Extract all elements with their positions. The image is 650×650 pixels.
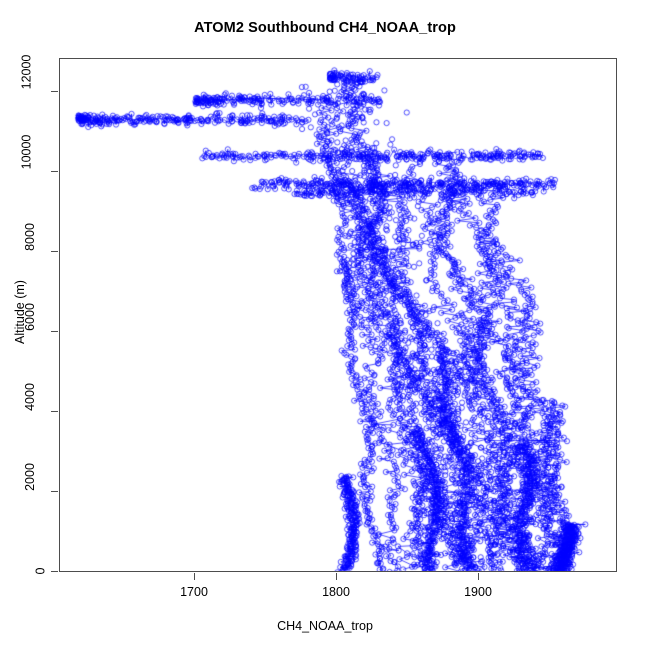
y-tick-5 (51, 171, 58, 172)
x-tick-2 (478, 573, 479, 580)
y-tick-label-2: 4000 (23, 383, 38, 411)
x-tick-label-0: 1700 (180, 585, 208, 599)
x-tick-label-1: 1800 (322, 585, 350, 599)
y-tick-1 (51, 491, 58, 492)
y-axis-label: Altitude (m) (13, 280, 27, 344)
y-tick-6 (51, 91, 58, 92)
y-tick-label-5: 10000 (19, 134, 34, 170)
y-tick-2 (51, 411, 58, 412)
x-tick-0 (194, 573, 195, 580)
plot-area (59, 58, 617, 572)
x-axis-label: CH4_NOAA_trop (277, 619, 373, 633)
y-tick-label-4: 8000 (23, 223, 38, 251)
y-tick-label-0: 0 (33, 567, 48, 575)
y-tick-label-1: 2000 (23, 463, 38, 491)
x-tick-1 (336, 573, 337, 580)
y-tick-label-6: 12000 (19, 54, 34, 90)
y-tick-4 (51, 251, 58, 252)
y-tick-0 (51, 571, 58, 572)
scatter-canvas (60, 59, 616, 571)
x-tick-label-2: 1900 (464, 585, 492, 599)
page-title: ATOM2 Southbound CH4_NOAA_trop (194, 20, 456, 36)
y-tick-3 (51, 331, 58, 332)
